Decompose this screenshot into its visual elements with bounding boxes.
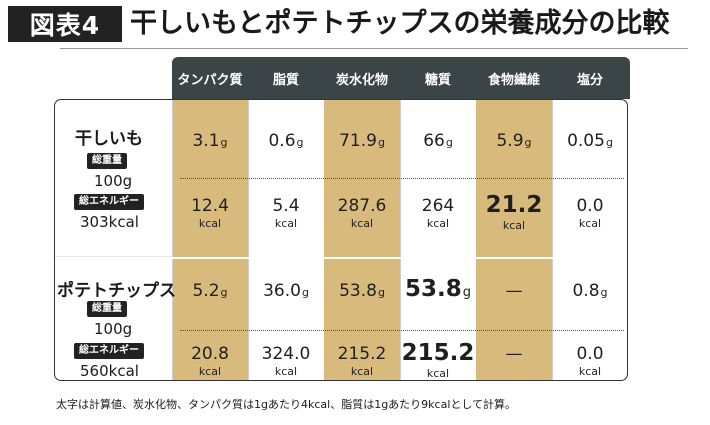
dotted-separator bbox=[180, 330, 624, 331]
column-header-sugar: 糖質 bbox=[424, 72, 451, 88]
column-divider bbox=[248, 99, 249, 381]
row-label-hoshiimo: 干しいも bbox=[75, 129, 143, 149]
cell-chips-fat-g: 36.0g bbox=[263, 281, 309, 301]
total-energy-badge: 総エネルギー bbox=[74, 194, 144, 210]
total-weight-value: 100g bbox=[94, 320, 133, 338]
cell-chips-fiber-kcal: — bbox=[505, 344, 523, 364]
cell-chips-salt-kcal: 0.0 kcal bbox=[576, 344, 604, 378]
table-header bbox=[172, 57, 630, 99]
column-header-protein: タンパク質 bbox=[177, 72, 243, 88]
total-energy-value: 303kcal bbox=[80, 213, 139, 231]
column-divider bbox=[552, 99, 553, 381]
total-weight-value: 100g bbox=[94, 172, 133, 190]
cell-hoshiimo-carbohydrate-g: 71.9g bbox=[339, 131, 385, 151]
cell-chips-carbohydrate-kcal: 215.2 kcal bbox=[337, 344, 387, 378]
column-header-fiber: 食物繊維 bbox=[487, 72, 540, 88]
cell-hoshiimo-fiber-kcal: 21.2 kcal bbox=[485, 192, 543, 232]
cell-hoshiimo-salt-g: 0.05g bbox=[567, 131, 613, 151]
cell-hoshiimo-salt-kcal: 0.0 kcal bbox=[576, 196, 604, 230]
total-energy-value: 560kcal bbox=[80, 362, 139, 380]
cell-hoshiimo-protein-kcal: 12.4 kcal bbox=[191, 196, 229, 230]
highlight-column-fiber bbox=[476, 99, 552, 381]
cell-hoshiimo-sugar-g: 66g bbox=[423, 131, 453, 151]
cell-chips-carbohydrate-g: 53.8g bbox=[339, 281, 385, 301]
figure-tag: 図表4 bbox=[8, 6, 122, 42]
title-divider bbox=[60, 48, 688, 49]
row-separator bbox=[55, 257, 627, 259]
cell-chips-sugar-g: 53.8g bbox=[404, 276, 471, 302]
total-energy-badge: 総エネルギー bbox=[74, 343, 144, 359]
cell-hoshiimo-fat-g: 0.6g bbox=[268, 131, 304, 151]
cell-chips-protein-kcal: 20.8 kcal bbox=[191, 344, 229, 378]
cell-chips-fiber-g: — bbox=[505, 281, 523, 301]
column-divider bbox=[172, 99, 173, 381]
highlight-column-protein bbox=[172, 99, 248, 381]
table-frame bbox=[54, 99, 628, 381]
cell-hoshiimo-protein-g: 3.1g bbox=[192, 131, 228, 151]
footnote: 太字は計算値、炭水化物、タンパク質は1gあたり4kcal、脂質は1gあたり9kc… bbox=[56, 398, 517, 411]
cell-hoshiimo-fat-kcal: 5.4 kcal bbox=[272, 196, 300, 230]
total-weight-badge: 総重量 bbox=[87, 301, 127, 317]
column-header-fat: 脂質 bbox=[272, 72, 299, 88]
highlight-column-carbohydrate bbox=[324, 99, 400, 381]
total-weight-badge: 総重量 bbox=[87, 153, 127, 169]
cell-chips-sugar-kcal: 215.2 kcal bbox=[401, 340, 475, 380]
row-label-potato-chips: ポテトチップス bbox=[57, 281, 176, 301]
cell-chips-salt-g: 0.8g bbox=[572, 281, 608, 301]
dotted-separator bbox=[180, 178, 624, 179]
row-separator-line bbox=[55, 256, 173, 257]
cell-chips-fat-kcal: 324.0 kcal bbox=[261, 344, 311, 378]
cell-hoshiimo-fiber-g: 5.9g bbox=[496, 131, 532, 151]
column-header-carbohydrate: 炭水化物 bbox=[335, 72, 388, 88]
cell-chips-protein-g: 5.2g bbox=[192, 281, 228, 301]
column-header-salt: 塩分 bbox=[576, 72, 603, 88]
cell-hoshiimo-carbohydrate-kcal: 287.6 kcal bbox=[337, 196, 387, 230]
figure-title: 干しいもとポテトチップスの栄養成分の比較 bbox=[130, 8, 670, 39]
column-divider bbox=[400, 99, 401, 381]
cell-hoshiimo-sugar-kcal: 264 kcal bbox=[421, 196, 455, 230]
